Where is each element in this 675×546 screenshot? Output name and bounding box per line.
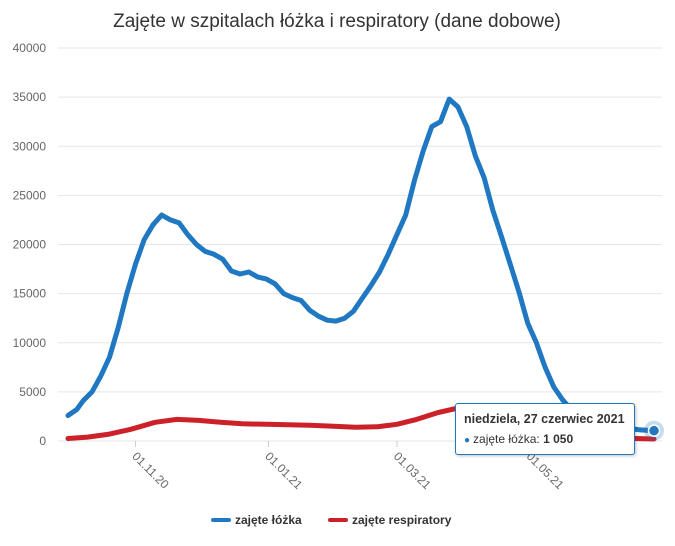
y-tick-label-5: 25000 (13, 188, 47, 202)
tooltip-row: ● zajęte łóżka: 1 050 (464, 432, 574, 446)
y-tick-label-4: 20000 (13, 238, 47, 252)
tooltip-value: 1 050 (543, 432, 574, 446)
chart-title: Zajęte w szpitalach łóżka i respiratory … (113, 11, 561, 32)
series-lines (65, 96, 657, 442)
grid-lines (58, 47, 662, 442)
x-tick-label-2: 01.03.21 (391, 449, 434, 492)
tooltip-dot-icon: ● (464, 435, 471, 446)
series-line-0[interactable] (65, 96, 657, 434)
y-tick-label-0: 0 (39, 434, 46, 448)
y-tick-label-1: 5000 (19, 385, 46, 399)
y-tick-label-3: 15000 (13, 287, 47, 301)
y-tick-label-7: 35000 (13, 90, 47, 104)
x-tick-label-3: 01.05.21 (524, 449, 567, 492)
x-tick-label-1: 01.01.21 (262, 449, 305, 492)
legend[interactable]: zajęte łóżka zajęte respiratory (211, 513, 452, 527)
y-tick-label-6: 30000 (13, 139, 47, 153)
y-tick-label-8: 40000 (13, 41, 47, 55)
legend-label-1[interactable]: zajęte respiratory (352, 513, 452, 527)
y-tick-label-2: 10000 (13, 336, 47, 350)
x-tick-label-0: 01.11.20 (129, 449, 172, 492)
hover-marker (644, 420, 664, 441)
tooltip-date: niedziela, 27 czerwiec 2021 (464, 412, 625, 426)
y-axis-ticks: 0 5000 10000 15000 20000 25000 30000 35000 40000 (13, 41, 47, 448)
hover-point[interactable] (647, 424, 661, 437)
tooltip: niedziela, 27 czerwiec 2021 ● zajęte łóżk… (455, 403, 635, 455)
tooltip-series-name: zajęte łóżka (473, 432, 537, 446)
legend-label-0[interactable]: zajęte łóżka (235, 513, 302, 527)
